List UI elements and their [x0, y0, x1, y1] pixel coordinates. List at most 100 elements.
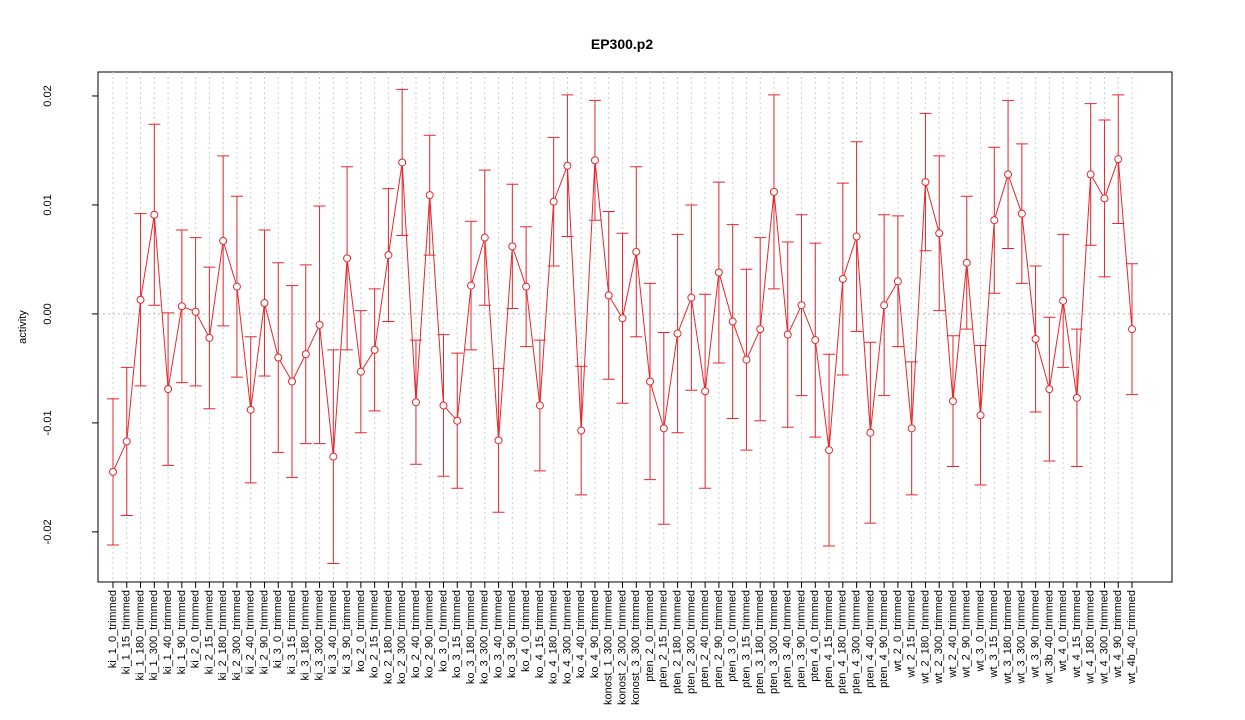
x-tick-label: wt_4_0_trimmed [1057, 590, 1069, 672]
x-tick-label: ko_2_0_trimmed [355, 590, 367, 672]
x-tick-label: ko_3_90_trimmed [506, 590, 518, 678]
point [1045, 385, 1054, 394]
point [1059, 296, 1068, 305]
x-tick-label: ko_4_90_trimmed [589, 590, 601, 678]
point [522, 282, 531, 291]
point [384, 251, 393, 260]
x-tick-label: wt_3_15_trimmed [988, 590, 1000, 678]
x-tick-label: ki_1_300_trimmed [148, 590, 160, 681]
x-tick-label: ko_4_180_trimmed [548, 590, 560, 684]
point [150, 210, 159, 219]
point [398, 158, 407, 167]
chart-title: EP300.p2 [591, 36, 653, 52]
point [797, 301, 806, 310]
x-tick-label: wt_4_180_trimmed [1085, 590, 1097, 685]
x-tick-label: ki_2_0_trimmed [190, 590, 202, 668]
x-tick-label: konost_2_300_trimmed [616, 590, 628, 705]
x-tick-label: ko_2_180_trimmed [382, 590, 394, 684]
point [632, 247, 641, 256]
point [480, 233, 489, 242]
x-tick-label: wt_3b_40_trimmed [1043, 590, 1055, 685]
x-tick-label: pten_3_300_trimmed [768, 590, 780, 694]
x-tick-label: pten_4_180_trimmed [837, 590, 849, 694]
point [164, 385, 173, 394]
plot-frame [97, 71, 1173, 583]
x-tick-label: pten_2_90_trimmed [713, 590, 725, 688]
point [343, 254, 352, 263]
x-tick-label: ki_3_180_trimmed [300, 590, 312, 681]
x-tick-label: ki_3_0_trimmed [272, 590, 284, 668]
point [177, 302, 186, 311]
point [549, 197, 558, 206]
x-tick-label: pten_4_90_trimmed [878, 590, 890, 688]
x-tick-label: ki_1_180_trimmed [134, 590, 146, 681]
x-tick-label: ki_3_40_trimmed [327, 590, 339, 674]
point [866, 428, 875, 437]
point [948, 397, 957, 406]
x-tick-label: ko_4_15_trimmed [534, 590, 546, 678]
x-tick-label: wt_4_15_trimmed [1071, 590, 1083, 678]
x-tick-label: wt_2_300_trimmed [933, 590, 945, 685]
x-tick-label: ki_2_15_trimmed [203, 590, 215, 674]
x-tick-label: ki_2_180_trimmed [217, 590, 229, 681]
point [825, 446, 834, 455]
x-tick-label: ko_3_180_trimmed [465, 590, 477, 684]
x-tick-label: ki_3_90_trimmed [341, 590, 353, 674]
x-tick-label: wt_2_15_trimmed [906, 590, 918, 678]
point [191, 307, 200, 316]
point [1017, 209, 1026, 218]
x-tick-label: ko_2_40_trimmed [410, 590, 422, 678]
point [219, 236, 228, 245]
x-tick-label: wt_2_40_trimmed [947, 590, 959, 678]
point [136, 295, 145, 304]
x-tick-label: pten_4_40_trimmed [864, 590, 876, 688]
point [811, 336, 820, 345]
point [260, 299, 269, 308]
point [935, 229, 944, 238]
point [1072, 393, 1081, 402]
x-tick-label: pten_3_15_trimmed [740, 590, 752, 688]
point [246, 405, 255, 414]
point [756, 325, 765, 334]
x-tick-label: ki_3_300_trimmed [313, 590, 325, 681]
x-tick-label: ko_3_300_trimmed [479, 590, 491, 684]
x-tick-label: ki_1_0_trimmed [107, 590, 119, 668]
x-tick-label: pten_2_15_trimmed [658, 590, 670, 688]
x-tick-label: pten_2_300_trimmed [685, 590, 697, 694]
x-tick-label: wt_2_180_trimmed [919, 590, 931, 685]
x-tick-label: pten_4_300_trimmed [851, 590, 863, 694]
point [742, 355, 751, 364]
point [563, 161, 572, 170]
x-tick-label: konost_1_300_trimmed [603, 590, 615, 705]
x-tick-label: ko_2_90_trimmed [424, 590, 436, 678]
x-tick-label: wt_4_90_trimmed [1112, 590, 1124, 678]
point [1100, 194, 1109, 203]
point [301, 350, 310, 359]
point [315, 320, 324, 329]
point [411, 398, 420, 407]
x-tick-label: pten_3_90_trimmed [795, 590, 807, 688]
y-tick-label: 0.00 [42, 303, 54, 324]
x-tick-label: wt_3_300_trimmed [1016, 590, 1028, 685]
point [838, 275, 847, 284]
x-tick-label: pten_4_0_trimmed [809, 590, 821, 682]
x-tick-label: wt_4_300_trimmed [1098, 590, 1110, 685]
x-tick-label: ko_3_0_trimmed [437, 590, 449, 672]
point [646, 377, 655, 386]
x-tick-label: wt_2_0_trimmed [892, 590, 904, 672]
point [453, 416, 462, 425]
x-tick-label: pten_3_0_trimmed [727, 590, 739, 682]
point [604, 291, 613, 300]
x-tick-label: wt_2_90_trimmed [961, 590, 973, 678]
point [590, 156, 599, 165]
point [701, 387, 710, 396]
point [356, 367, 365, 376]
point [852, 232, 861, 241]
point [990, 216, 999, 225]
x-tick-label: ki_2_40_trimmed [245, 590, 257, 674]
x-tick-label: pten_2_180_trimmed [671, 590, 683, 694]
point [783, 330, 792, 339]
point [274, 353, 283, 362]
x-tick-label: pten_3_180_trimmed [754, 590, 766, 694]
